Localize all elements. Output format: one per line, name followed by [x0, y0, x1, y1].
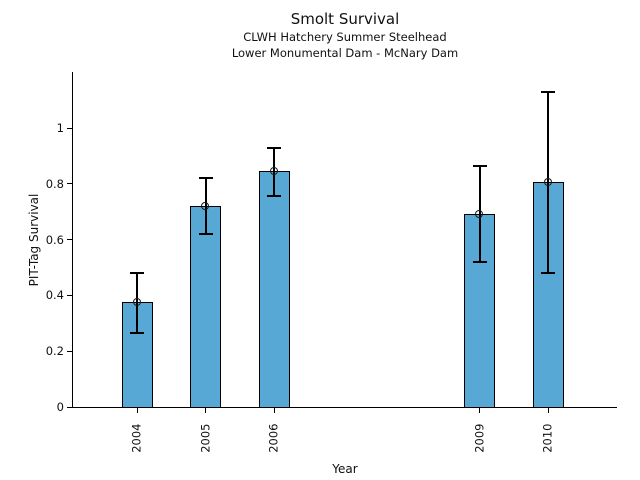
error-bar-cap-top: [130, 272, 144, 275]
chart-subtitle-line2: Lower Monumental Dam - McNary Dam: [231, 46, 459, 60]
data-point-marker: [201, 201, 209, 210]
y-tick-mark: [67, 239, 72, 241]
x-tick-mark: [136, 408, 138, 413]
error-bar-cap-bottom: [198, 233, 213, 236]
data-point-marker: [543, 177, 552, 186]
bar-2005: [190, 206, 221, 408]
x-axis-line: [72, 407, 617, 408]
chart-title: Smolt Survival: [290, 10, 400, 28]
error-bar-cap-bottom: [541, 272, 555, 275]
y-tick-mark: [67, 406, 72, 408]
y-tick-mark: [67, 183, 72, 185]
y-tick-mark: [67, 294, 72, 296]
x-tick-label: 2010: [540, 423, 555, 453]
x-axis-label: Year: [332, 462, 358, 476]
y-tick-mark: [67, 127, 72, 129]
error-bar-cap-bottom: [130, 332, 144, 335]
error-bar-cap-top: [472, 164, 487, 167]
y-axis-line: [72, 72, 73, 408]
y-tick-label: 0.6: [45, 232, 64, 247]
x-tick-label: 2009: [472, 423, 486, 453]
error-bar-cap-bottom: [267, 195, 281, 198]
x-tick-mark: [547, 408, 549, 413]
x-tick-mark: [479, 408, 480, 413]
y-tick-label: 0.4: [45, 288, 64, 303]
error-bar-cap-top: [541, 90, 555, 93]
x-tick-label: 2006: [266, 423, 281, 453]
data-point-marker: [269, 166, 278, 175]
error-bar-cap-bottom: [472, 260, 487, 263]
y-tick-mark: [67, 350, 72, 352]
x-tick-label: 2005: [198, 423, 212, 453]
x-tick-mark: [273, 408, 275, 413]
y-tick-label: 0: [56, 400, 64, 414]
data-point-marker: [475, 209, 483, 218]
x-tick-mark: [205, 408, 206, 413]
y-tick-label: 0.8: [45, 176, 64, 191]
y-tick-label: 1: [56, 121, 64, 135]
error-bar-cap-top: [198, 177, 213, 180]
error-bar-cap-top: [267, 146, 281, 149]
bar-2006: [259, 171, 290, 408]
data-point-marker: [132, 297, 141, 306]
x-tick-label: 2004: [129, 423, 144, 453]
y-tick-label: 0.2: [45, 344, 64, 359]
chart-subtitle-line1: CLWH Hatchery Summer Steelhead: [243, 30, 447, 44]
